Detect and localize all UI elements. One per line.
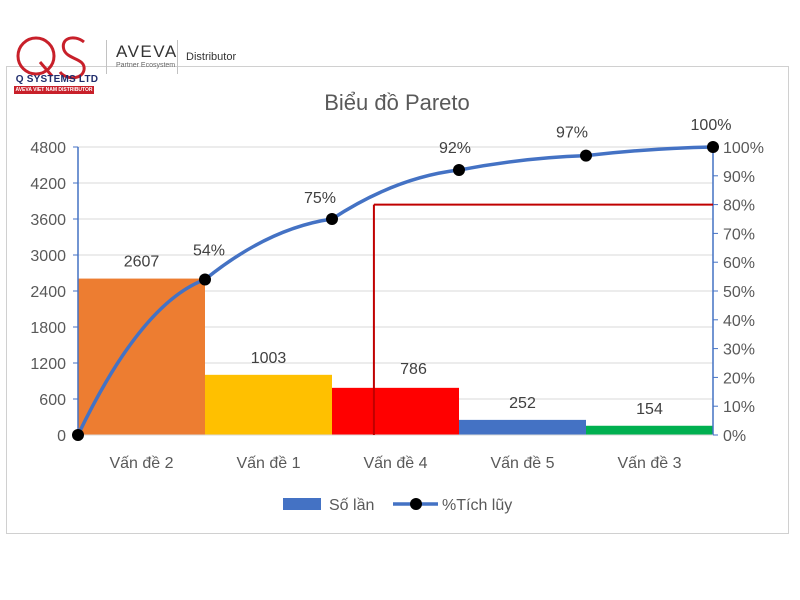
bar-1 [78,278,205,435]
cumulative-line [76,145,714,436]
category-label: Vấn đề 3 [617,455,681,472]
company-name: Q SYSTEMS LTD [15,74,99,85]
header-divider [177,40,178,74]
right-tick-label: 100% [723,140,764,157]
right-tick-label: 70% [723,226,755,243]
cumulative-point-0 [72,429,84,441]
aveva-sub: Partner Ecosystem [116,62,176,69]
left-tick-label: 3000 [30,248,66,265]
left-tick-label: 4800 [30,140,66,157]
left-tick-label: 2400 [30,284,66,301]
reference-line-80 [372,203,713,435]
bar-value-label: 1003 [251,350,287,367]
company-tagline: AVEVA VIET NAM DISTRIBUTOR [14,86,94,94]
cumulative-point-4 [580,149,592,162]
right-tick-label: 30% [723,342,755,359]
bar-series [78,278,713,435]
cumulative-value-label: 75% [304,190,336,207]
legend-swatch-bar [283,498,321,510]
qs-logo: QS [16,36,86,80]
distributor-label: Distributor [186,51,237,63]
right-tick-label: 50% [723,284,755,301]
right-tick-label: 0% [723,428,746,445]
legend-swatch-marker [410,498,422,510]
cumulative-point-5 [707,141,719,153]
bar-2 [205,374,332,435]
legend-label-bar: Số lần [329,497,374,514]
left-tick-label: 0 [57,428,66,445]
category-label: Vấn đề 1 [236,455,300,472]
axes: 0 600 1200 1800 2400 3000 3600 4200 4800 0% 10% 20%… [30,140,764,472]
chart-title: Biểu đồ Pareto [324,90,470,115]
left-tick-label: 1800 [30,320,66,337]
aveva-logo: AVEVA Partner Ecosystem [116,42,178,69]
cumulative-point-2 [326,213,338,225]
legend-label-line: %Tích lũy [442,497,512,514]
cumulative-value-label: 100% [691,117,732,134]
right-tick-label: 10% [723,399,755,416]
cumulative-point-1 [199,273,211,286]
aveva-name: AVEVA [116,42,178,61]
left-tick-label: 3600 [30,212,66,229]
right-tick-label: 90% [723,169,755,186]
right-tick-label: 60% [723,255,755,272]
left-tick-label: 1200 [30,356,66,373]
bar-5 [586,425,713,435]
cumulative-value-label: 97% [556,125,588,142]
cumulative-value-label: 92% [439,140,471,157]
left-tick-label: 600 [39,392,66,409]
category-label: Vấn đề 4 [363,455,427,472]
bar-value-label: 252 [509,395,536,412]
category-label: Vấn đề 5 [490,455,554,472]
data-labels: 2607 1003 786 252 154 54% 75% 92% 97% 100% [124,117,732,418]
bar-4 [459,419,586,435]
legend: Số lần %Tích lũy [283,497,512,514]
cumulative-value-label: 54% [193,242,225,259]
cumulative-line-series [72,141,719,441]
chart-frame [6,66,789,534]
bar-value-label: 2607 [124,254,160,271]
bar-value-label: 154 [636,401,663,418]
bar-3 [332,387,459,435]
left-tick-label: 4200 [30,176,66,193]
header-divider [106,40,107,74]
bar-value-label: 786 [400,361,427,378]
header-branding: QS Q SYSTEMS LTD AVEVA VIET NAM DISTRIBU… [14,22,314,96]
right-tick-label: 40% [723,313,755,330]
right-tick-label: 20% [723,370,755,387]
category-label: Vấn đề 2 [109,455,173,472]
cumulative-point-3 [453,164,465,177]
right-tick-label: 80% [723,198,755,215]
